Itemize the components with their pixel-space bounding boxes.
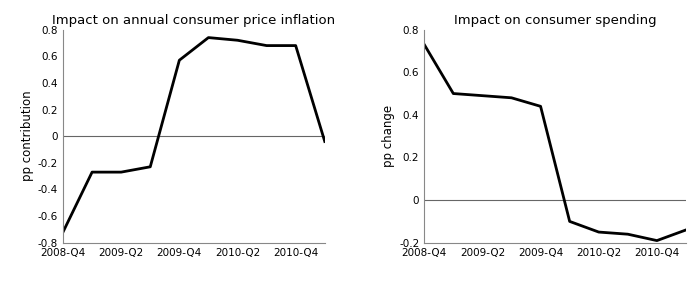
Y-axis label: pp contribution: pp contribution [21, 91, 34, 181]
Y-axis label: pp change: pp change [382, 105, 395, 167]
Title: Impact on consumer spending: Impact on consumer spending [454, 14, 657, 27]
Title: Impact on annual consumer price inflation: Impact on annual consumer price inflatio… [52, 14, 335, 27]
